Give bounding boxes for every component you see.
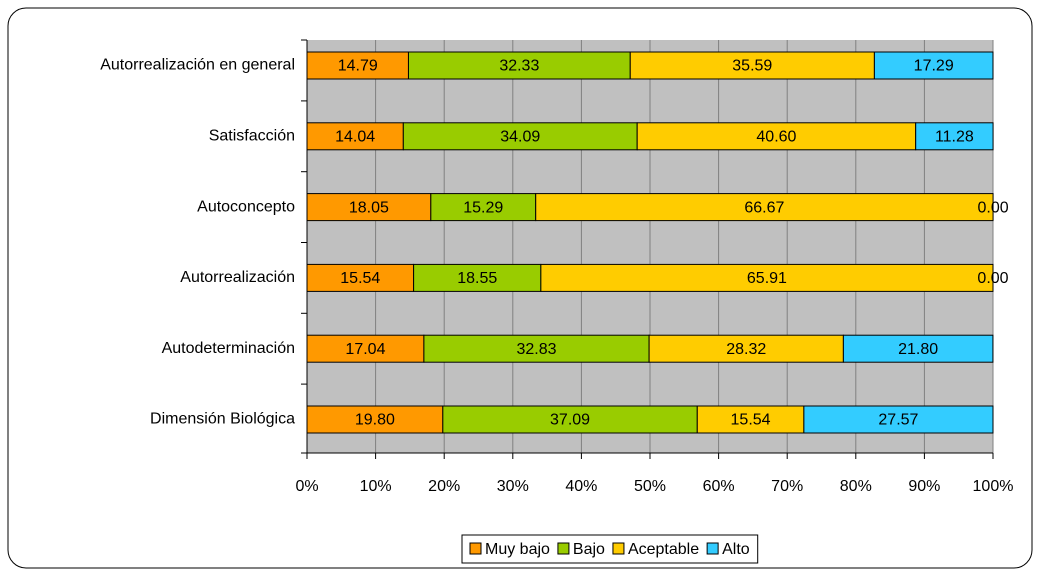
bar-segment [306,51,409,80]
data-label: 14.04 [335,129,375,146]
legend-label: Muy bajo [485,541,550,558]
x-tick-label: 60% [703,478,735,495]
y-tick-label: Autodeterminación [162,340,295,357]
bar-segment [696,405,805,434]
data-label: 35.59 [732,58,772,75]
data-label: 15.54 [340,270,380,287]
data-label: 0.00 [977,199,1008,216]
bar-segment [423,334,650,363]
data-label: 18.55 [457,270,497,287]
y-tick-label: Autorrealización en general [100,57,295,74]
bar-segment [803,405,994,434]
x-tick-label: 70% [771,478,803,495]
y-tick-label: Autorrealización [180,269,295,286]
data-label: 0.00 [977,270,1008,287]
data-label: 34.09 [500,129,540,146]
bar-segment [306,193,432,222]
data-label: 19.80 [355,412,395,429]
bar-segment [540,263,994,292]
x-tick-label: 10% [360,478,392,495]
bar-segment [636,122,917,151]
data-label: 32.83 [516,341,556,358]
data-label: 11.28 [935,129,974,146]
data-label: 17.04 [345,341,385,358]
data-label: 18.05 [349,199,389,216]
data-label: 66.67 [744,199,784,216]
bar-segment [306,334,425,363]
y-tick-label: Autoconcepto [197,198,295,215]
data-label: 17.29 [914,58,954,75]
x-tick-label: 40% [565,478,597,495]
x-tick-label: 100% [973,478,1014,495]
bar-segment [306,122,404,151]
x-tick-label: 50% [634,478,666,495]
bar-segment [306,405,444,434]
legend-label: Alto [722,541,750,558]
bar-segment [915,122,994,151]
data-label: 14.79 [338,58,378,75]
legend-swatch [612,542,625,555]
bar-segment [413,263,542,292]
bar-segment [842,334,994,363]
bar-segment [629,51,875,80]
bar-segment [873,51,994,80]
bar-segment [430,193,537,222]
x-tick-label: 20% [428,478,460,495]
data-label: 27.57 [878,412,918,429]
data-label: 32.33 [499,58,539,75]
data-label: 28.32 [726,341,766,358]
data-label: 40.60 [756,129,796,146]
data-label: 65.91 [747,270,787,287]
data-label: 21.80 [898,341,938,358]
x-tick-label: 30% [497,478,529,495]
x-tick-label: 0% [295,478,318,495]
legend-swatch [557,542,570,555]
y-tick-label: Dimensión Biológica [150,411,295,428]
bar-segment [648,334,844,363]
legend-swatch [469,542,482,555]
x-tick-label: 80% [840,478,872,495]
legend-label: Bajo [573,541,605,558]
data-label: 15.54 [731,412,771,429]
x-tick-label: 90% [908,478,940,495]
bar-segment [402,122,638,151]
legend-label: Aceptable [628,541,699,558]
bar-segment [535,193,994,222]
bar-segment [442,405,698,434]
y-tick-label: Satisfacción [209,128,295,145]
data-label: 37.09 [550,412,590,429]
legend-swatch [706,542,719,555]
bar-segment [306,263,415,292]
data-label: 15.29 [463,199,503,216]
